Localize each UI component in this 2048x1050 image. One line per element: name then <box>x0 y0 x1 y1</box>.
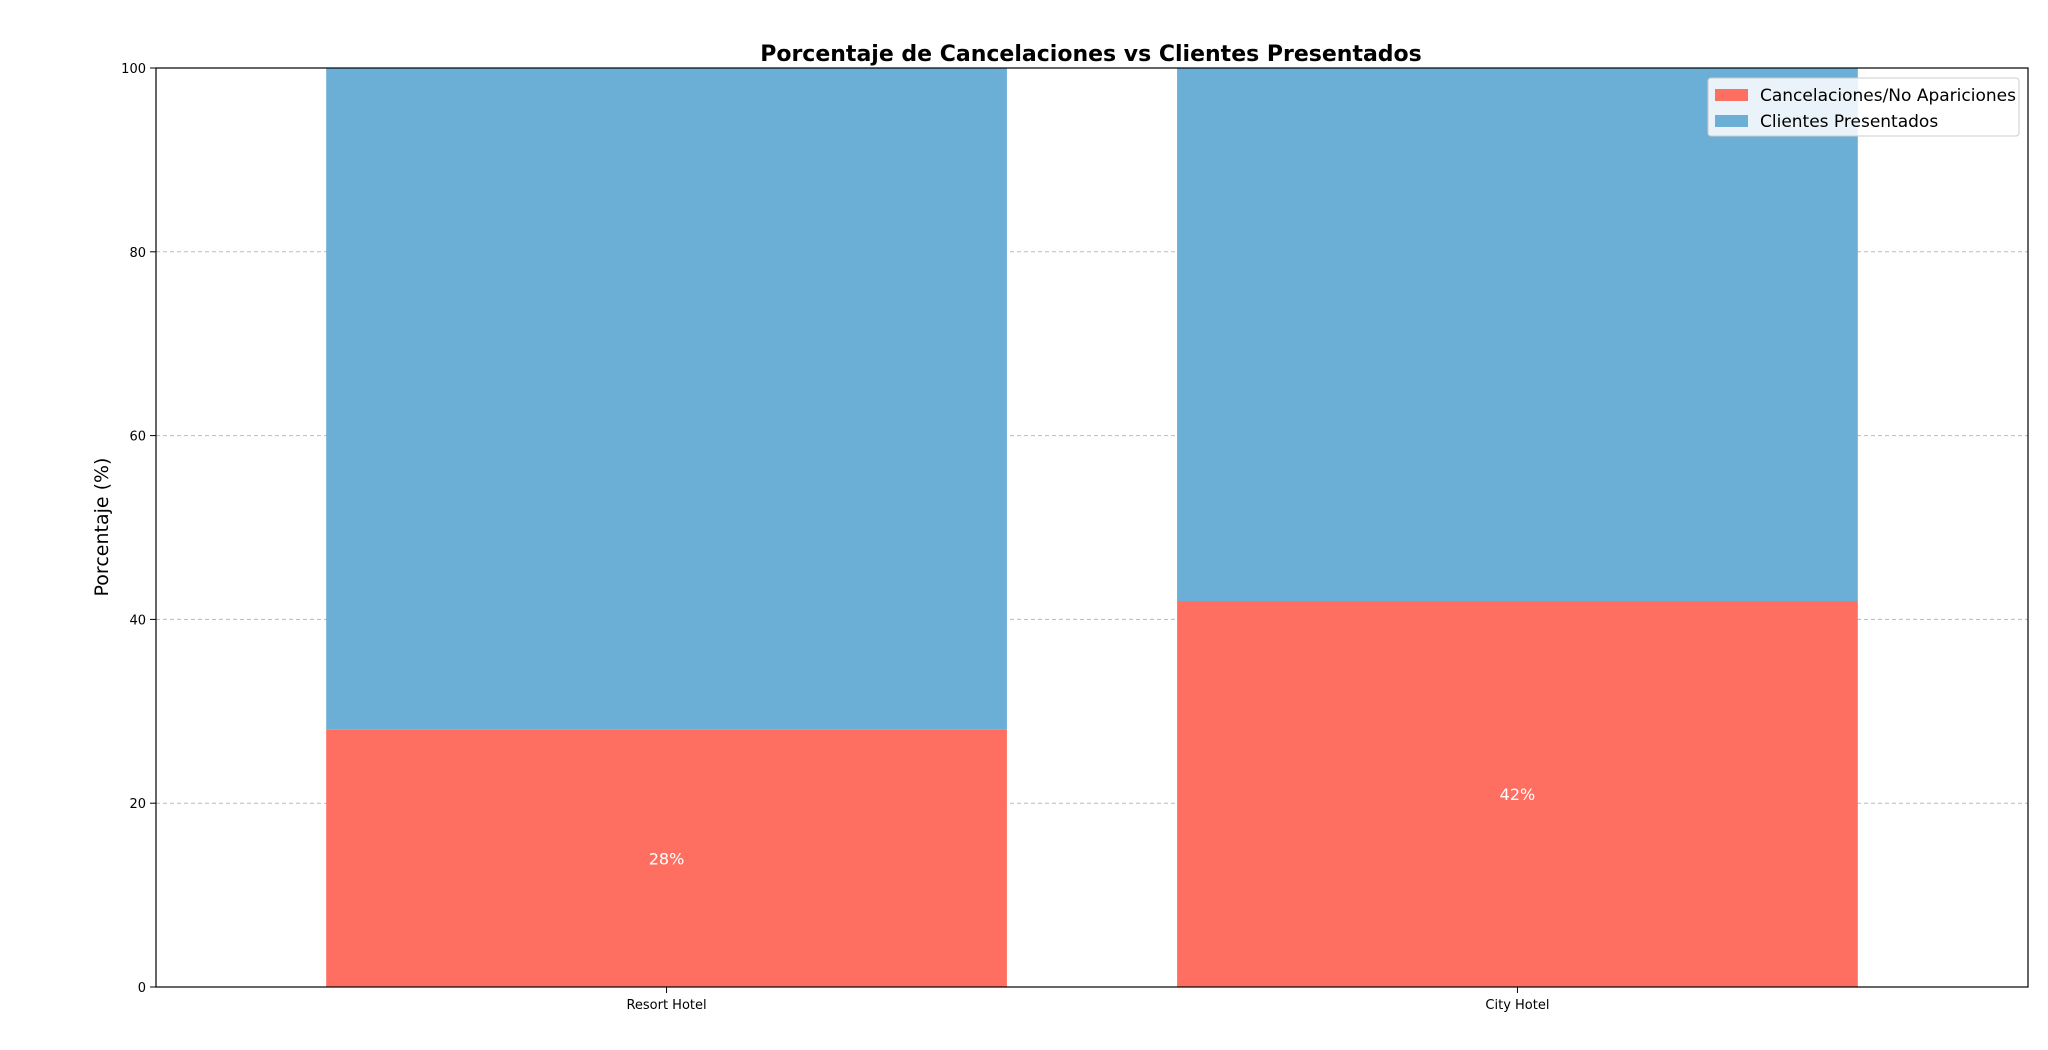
legend-swatch-0 <box>1715 89 1748 101</box>
chart-title: Porcentaje de Cancelaciones vs Clientes … <box>760 42 1422 67</box>
y-tick-label-20: 20 <box>129 797 146 812</box>
legend-swatch-1 <box>1715 115 1748 127</box>
x-tick-label-resort-hotel: Resort Hotel <box>626 998 706 1013</box>
bars <box>326 68 1858 987</box>
y-tick-label-60: 60 <box>129 430 146 445</box>
data-labels: 28% 42% <box>649 785 1535 868</box>
data-label-city-hotel: 42% <box>1500 785 1536 804</box>
legend: Cancelaciones/No Apariciones Clientes Pre… <box>1707 77 2020 137</box>
bar-city-hotel-series-1 <box>1177 68 1858 602</box>
bar-resort-hotel-series-0 <box>326 729 1007 987</box>
data-label-resort-hotel: 28% <box>649 849 685 868</box>
y-tick-label-0: 0 <box>138 981 146 996</box>
legend-label-1: Clientes Presentados <box>1760 112 1938 132</box>
y-axis-label: Porcentaje (%) <box>91 458 113 597</box>
x-tick-label-city-hotel: City Hotel <box>1485 998 1549 1013</box>
plot-frame <box>155 67 2029 988</box>
bar-resort-hotel-series-1 <box>326 68 1007 730</box>
y-tick-label-40: 40 <box>129 613 146 628</box>
legend-box <box>1707 77 2020 137</box>
legend-label-0: Cancelaciones/No Apariciones <box>1760 86 2016 106</box>
axes: 0 20 40 60 80 100 Resort Hotel City Hotel <box>121 62 2029 1013</box>
bar-city-hotel-series-0 <box>1177 601 1858 987</box>
y-tick-label-100: 100 <box>121 62 146 77</box>
y-tick-label-80: 80 <box>129 246 146 261</box>
